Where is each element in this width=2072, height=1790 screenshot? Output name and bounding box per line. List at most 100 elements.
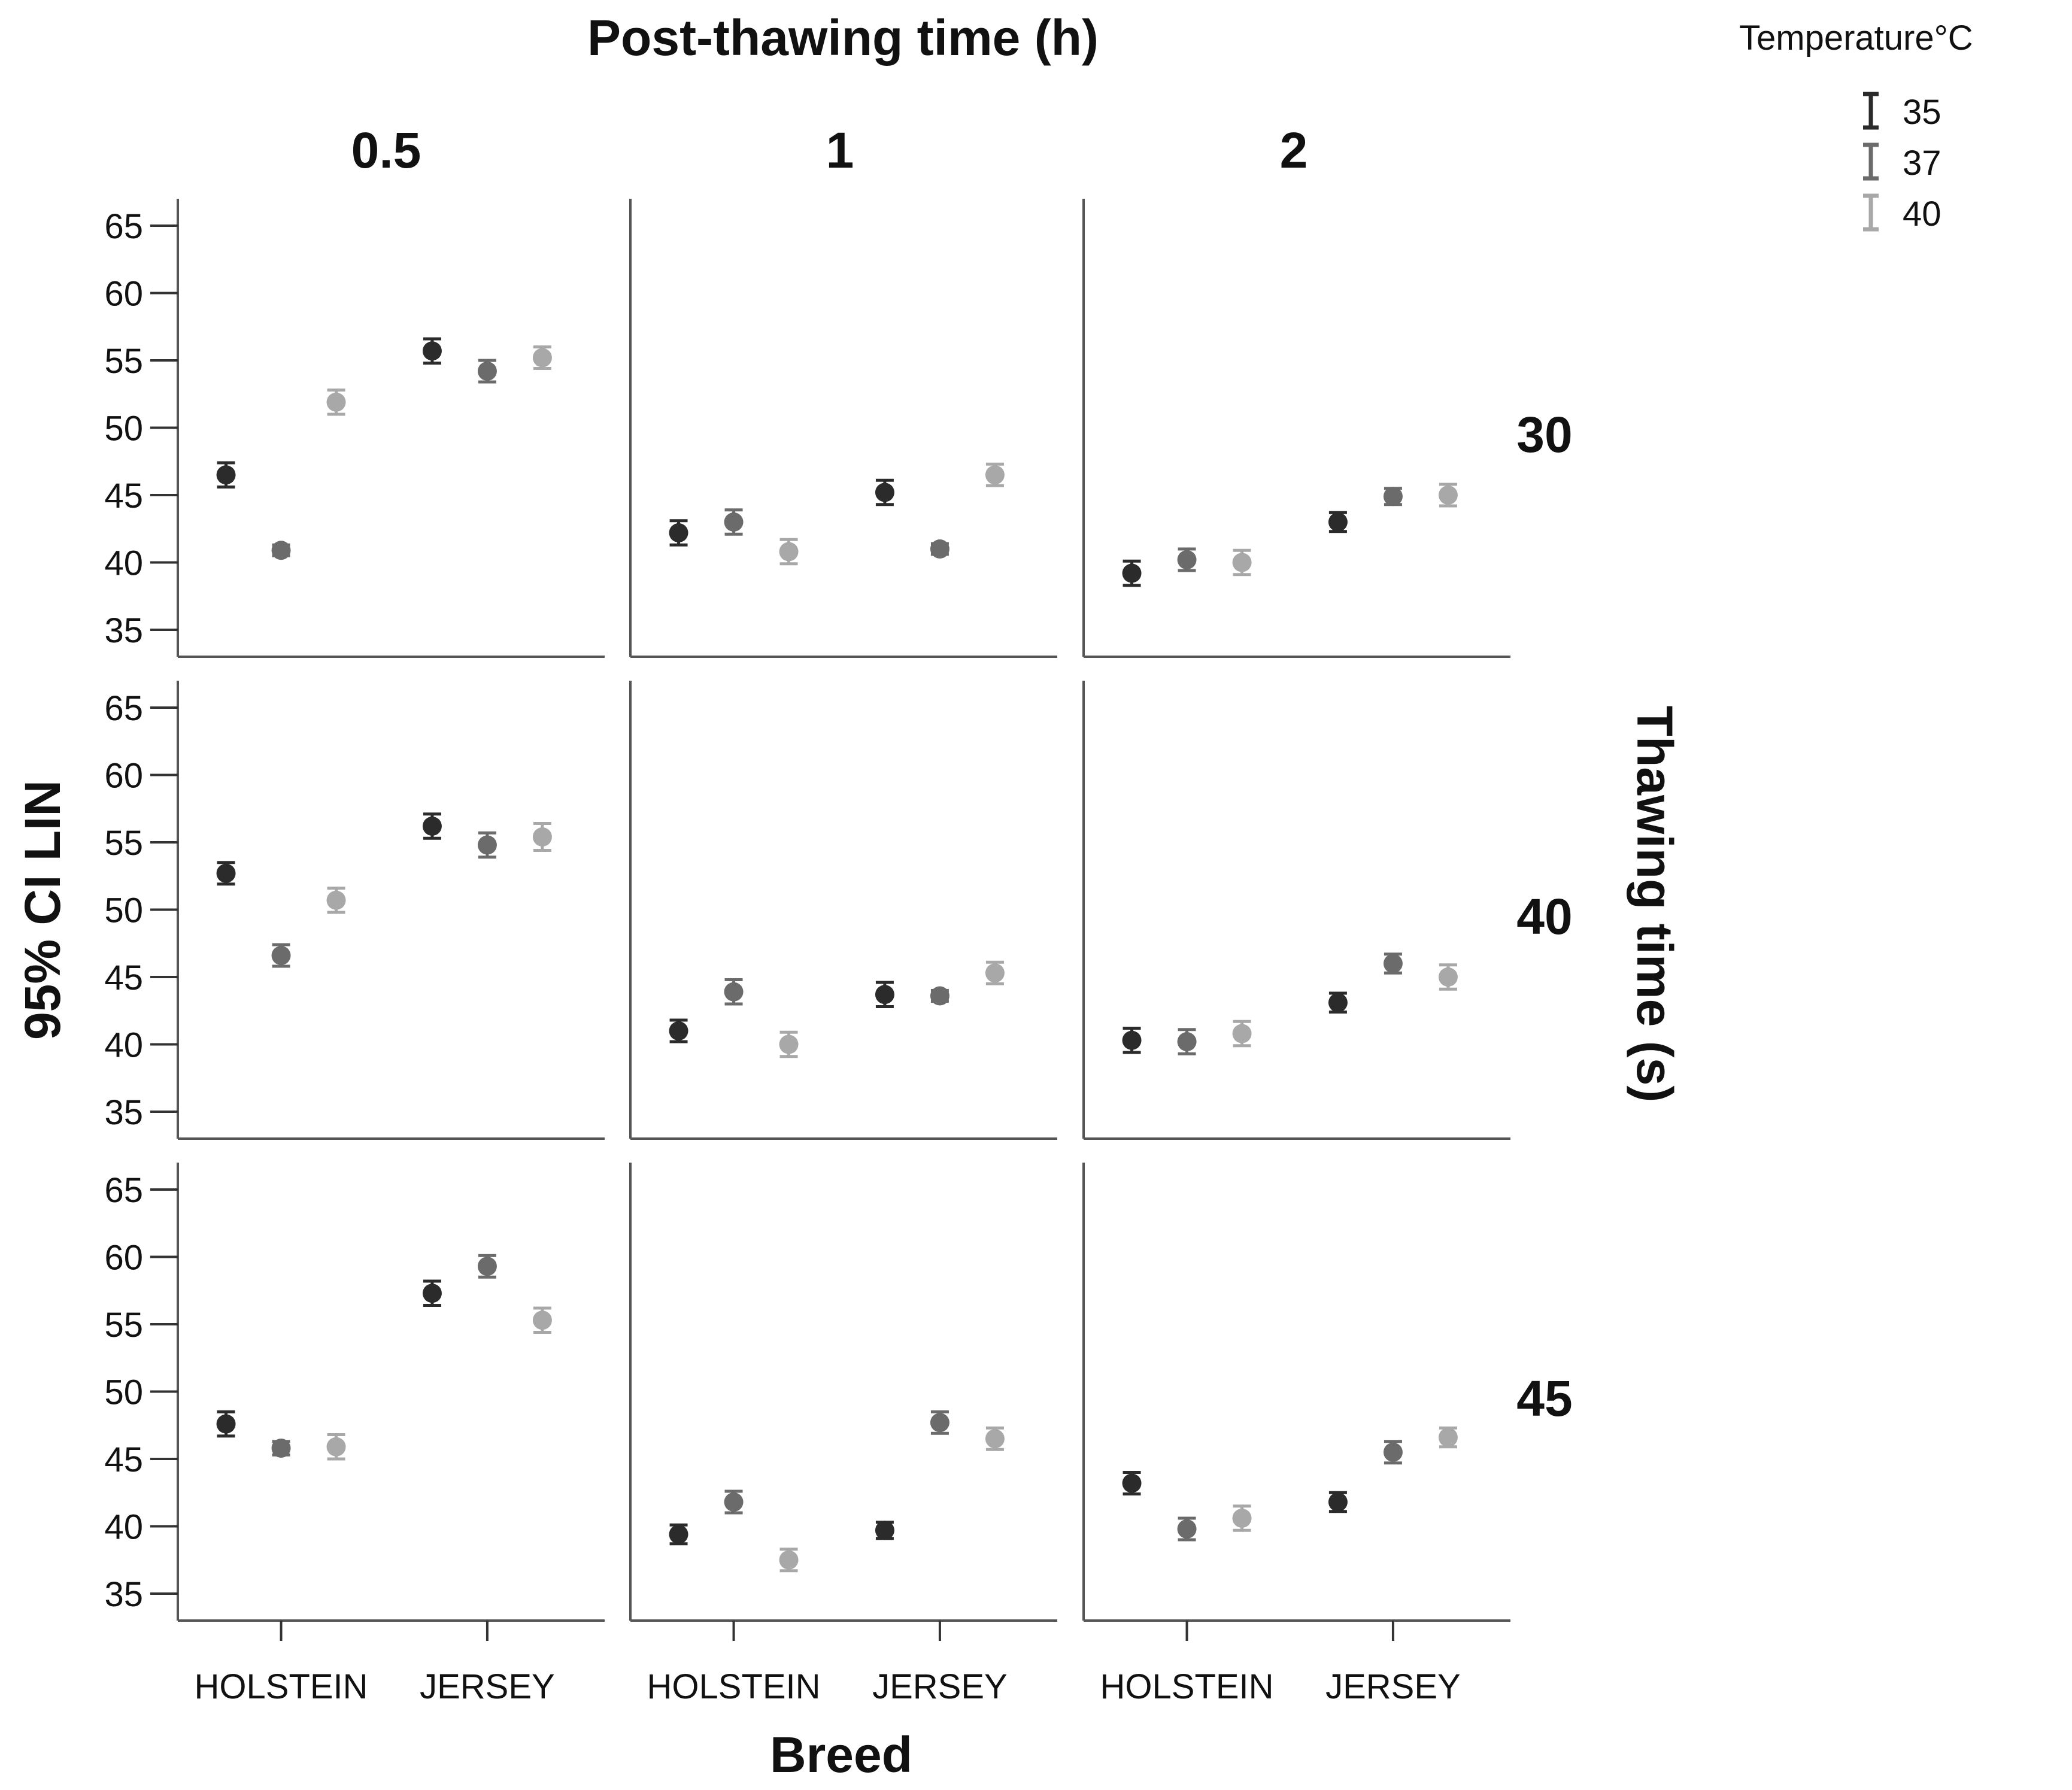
data-point — [271, 946, 291, 965]
data-point-group — [985, 960, 1005, 985]
legend-title: Temperature°C — [1739, 19, 1973, 57]
row-facet-label: 45 — [1516, 1370, 1572, 1427]
legend: Temperature°C 35 37 40 — [1739, 19, 1973, 233]
data-point — [422, 341, 442, 361]
data-point — [1122, 1030, 1142, 1050]
data-point-group — [779, 1548, 799, 1573]
data-point-group — [1438, 1426, 1458, 1449]
data-point-group — [326, 1433, 346, 1461]
data-point — [1122, 563, 1142, 583]
data-point — [724, 1492, 744, 1512]
data-point — [1328, 993, 1348, 1012]
data-point — [985, 1429, 1005, 1449]
y-axis-label: 95% CI LIN — [14, 780, 71, 1040]
data-point-group — [1232, 1504, 1252, 1532]
data-point — [875, 985, 894, 1005]
data-point — [422, 817, 442, 836]
data-point — [532, 1310, 552, 1330]
panel-frames — [177, 199, 1510, 1622]
data-point-group — [1383, 952, 1403, 975]
y-tick-label: 55 — [104, 1306, 143, 1345]
legend-items: 35 37 40 — [1863, 92, 1941, 233]
row-title: Thawing time (s) — [1627, 706, 1683, 1103]
data-point — [1232, 553, 1252, 572]
data-point — [930, 986, 949, 1006]
data-point-group — [724, 978, 744, 1006]
data-point-group — [1328, 991, 1348, 1014]
data-point-group — [985, 1426, 1005, 1451]
data-point — [779, 1550, 799, 1570]
data-point-group — [724, 508, 744, 536]
data-point — [271, 541, 291, 560]
y-tick-label: 65 — [104, 207, 143, 246]
y-tick-label: 65 — [104, 689, 143, 728]
data-point-group — [1328, 1491, 1348, 1513]
data-point — [724, 512, 744, 532]
data-point-group — [1232, 1020, 1252, 1048]
data-point-group — [1438, 483, 1458, 508]
data-point-group — [1438, 963, 1458, 991]
data-point-group — [930, 986, 949, 1006]
data-point — [216, 465, 236, 485]
data-point-group — [669, 1523, 688, 1546]
legend-label: 37 — [1903, 144, 1941, 183]
y-tick-label: 40 — [104, 544, 143, 583]
data-point-group — [1383, 487, 1403, 506]
data-point-group — [477, 831, 497, 859]
x-tick-label: HOLSTEIN — [647, 1667, 821, 1706]
data-point — [1232, 1509, 1252, 1528]
data-point — [1383, 1442, 1403, 1462]
data-point-group — [532, 822, 552, 852]
y-tick-label: 60 — [104, 757, 143, 796]
x-axis-label: Breed — [770, 1727, 912, 1783]
y-tick-label: 50 — [104, 1373, 143, 1412]
data-point-group — [422, 1279, 442, 1307]
data-point-group — [477, 1254, 497, 1279]
data-point — [216, 1414, 236, 1434]
data-point-group — [271, 943, 291, 968]
data-point — [1177, 550, 1197, 569]
data-point — [326, 1437, 346, 1457]
data-point-group — [1122, 1027, 1142, 1054]
data-point-group — [669, 519, 688, 547]
y-tick-label: 35 — [104, 1093, 143, 1132]
y-tick-label: 50 — [104, 891, 143, 930]
data-point — [326, 890, 346, 910]
data-point-group — [271, 541, 291, 560]
data-point — [1438, 967, 1458, 987]
axes: 35 40 45 50 55 60 65 35 40 45 50 55 60 65 35 40 45 50 55 60… — [104, 207, 1460, 1706]
data-point — [1122, 1473, 1142, 1493]
data-point — [216, 863, 236, 883]
data-point — [930, 1413, 949, 1433]
y-tick-label: 60 — [104, 1239, 143, 1278]
data-point-group — [1232, 548, 1252, 577]
y-tick-label: 50 — [104, 409, 143, 448]
data-point — [1328, 1492, 1348, 1512]
data-point — [669, 1525, 688, 1544]
data-point — [724, 982, 744, 1002]
y-tick-label: 55 — [104, 342, 143, 381]
data-point — [875, 483, 894, 502]
legend-label: 40 — [1903, 195, 1941, 233]
legend-item: 37 — [1863, 142, 1941, 183]
data-point — [669, 523, 688, 542]
data-point-group — [1177, 1516, 1197, 1542]
data-point-group — [1177, 547, 1197, 572]
data-point-group — [779, 538, 799, 566]
row-facet-label: 40 — [1516, 888, 1572, 945]
data-point-group — [422, 812, 442, 840]
data-point — [477, 362, 497, 381]
legend-item: 35 — [1863, 92, 1941, 132]
y-tick-label: 40 — [104, 1508, 143, 1547]
data-point — [1177, 1519, 1197, 1539]
data-point-group — [477, 359, 497, 384]
x-tick-label: JERSEY — [872, 1667, 1008, 1706]
data-point-group — [1177, 1028, 1197, 1055]
y-tick-label: 35 — [104, 1575, 143, 1614]
data-point-group — [875, 1521, 894, 1540]
data-point — [1438, 486, 1458, 505]
data-point — [1232, 1024, 1252, 1043]
data-point-group — [326, 389, 346, 416]
y-tick-label: 55 — [104, 824, 143, 863]
